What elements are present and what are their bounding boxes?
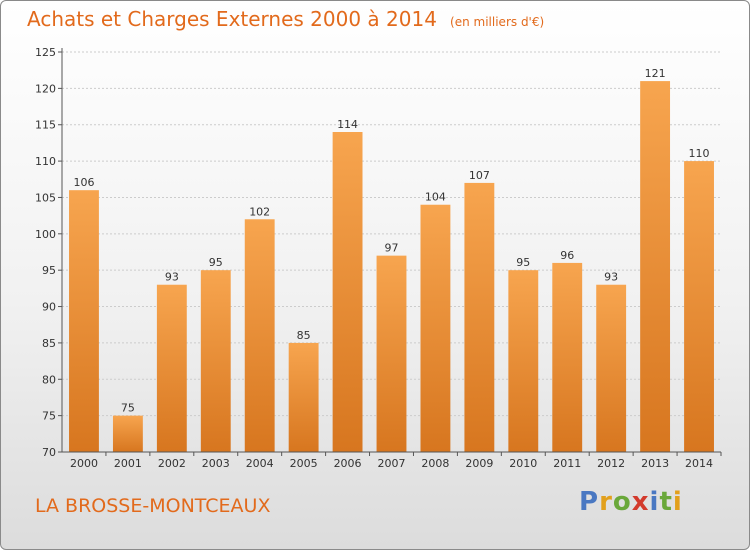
bar [156, 284, 187, 452]
x-tick-label: 2005 [290, 457, 318, 470]
logo-letter: t [659, 487, 673, 517]
data-label: 102 [249, 205, 270, 218]
data-label: 85 [297, 329, 311, 342]
proxiti-logo: Proxiti [579, 487, 683, 517]
bar [420, 204, 451, 452]
x-tick-label: 2003 [202, 457, 230, 470]
x-tick-label: 2007 [378, 457, 406, 470]
logo-letter: x [631, 487, 650, 517]
y-tick-label: 90 [42, 301, 56, 314]
bar [376, 255, 407, 452]
logo-letter: o [612, 487, 632, 517]
chart-title: Achats et Charges Externes 2000 à 2014 [27, 7, 437, 31]
data-label: 106 [73, 176, 94, 189]
bar [288, 342, 319, 452]
y-tick-label: 105 [35, 191, 56, 204]
data-label: 93 [165, 271, 179, 284]
y-tick-label: 100 [35, 228, 56, 241]
data-label: 104 [425, 191, 446, 204]
y-tick-label: 110 [35, 155, 56, 168]
logo-letter: i [672, 487, 683, 517]
bar [684, 161, 714, 452]
logo-letter: r [599, 487, 613, 517]
x-tick-label: 2010 [509, 457, 537, 470]
x-tick-label: 2009 [465, 457, 493, 470]
bar [332, 132, 363, 452]
y-tick-label: 125 [35, 46, 56, 59]
data-label: 97 [385, 242, 399, 255]
y-tick-label: 115 [35, 119, 56, 132]
data-label: 95 [516, 256, 530, 269]
bar [200, 270, 231, 452]
data-label: 95 [209, 256, 223, 269]
logo-letter: i [649, 487, 660, 517]
y-tick-label: 80 [42, 373, 56, 386]
x-tick-label: 2008 [421, 457, 449, 470]
data-label: 96 [560, 249, 574, 262]
bar [552, 262, 583, 452]
x-tick-label: 2014 [685, 457, 713, 470]
bar [596, 284, 627, 452]
logo-letter: P [579, 487, 600, 517]
x-tick-label: 2001 [114, 457, 142, 470]
y-tick-label: 120 [35, 82, 56, 95]
data-label: 75 [121, 402, 135, 415]
x-tick-label: 2011 [553, 457, 581, 470]
x-tick-label: 2013 [641, 457, 669, 470]
data-label: 107 [469, 169, 490, 182]
x-tick-label: 2012 [597, 457, 625, 470]
bar [112, 415, 143, 452]
x-tick-label: 2006 [334, 457, 362, 470]
x-tick-label: 2000 [70, 457, 98, 470]
place-name: LA BROSSE-MONTCEAUX [35, 495, 271, 517]
bar [244, 219, 275, 452]
y-tick-label: 95 [42, 264, 56, 277]
data-label: 110 [689, 147, 710, 160]
bar [69, 190, 99, 452]
bar [640, 81, 671, 452]
x-tick-label: 2002 [158, 457, 186, 470]
chart-subtitle: (en milliers d'€) [450, 15, 545, 29]
y-tick-label: 75 [42, 410, 56, 423]
data-label: 114 [337, 118, 358, 131]
bar [464, 182, 495, 452]
title-row: Achats et Charges Externes 2000 à 2014 (… [27, 7, 544, 31]
x-tick-label: 2004 [246, 457, 274, 470]
bar [508, 270, 539, 452]
data-label: 93 [604, 271, 618, 284]
data-label: 121 [645, 67, 666, 80]
y-tick-label: 85 [42, 337, 56, 350]
y-tick-label: 70 [42, 446, 56, 459]
